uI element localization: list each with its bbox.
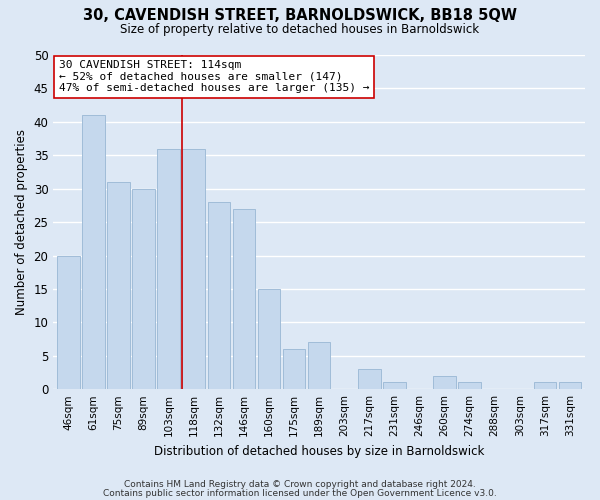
Text: Contains public sector information licensed under the Open Government Licence v3: Contains public sector information licen… (103, 488, 497, 498)
Bar (132, 188, 155, 389)
Bar (383, 382, 406, 389)
Bar (107, 182, 130, 389)
Text: Size of property relative to detached houses in Barnoldswick: Size of property relative to detached ho… (121, 22, 479, 36)
Bar (182, 148, 205, 389)
Bar (308, 342, 331, 389)
Bar (559, 382, 581, 389)
Bar (157, 148, 180, 389)
Bar (208, 202, 230, 389)
Text: Contains HM Land Registry data © Crown copyright and database right 2024.: Contains HM Land Registry data © Crown c… (124, 480, 476, 489)
Bar (533, 382, 556, 389)
Bar (358, 369, 380, 389)
Text: 30 CAVENDISH STREET: 114sqm
← 52% of detached houses are smaller (147)
47% of se: 30 CAVENDISH STREET: 114sqm ← 52% of det… (59, 60, 369, 93)
Bar (283, 349, 305, 389)
Bar (82, 115, 105, 389)
Text: 30, CAVENDISH STREET, BARNOLDSWICK, BB18 5QW: 30, CAVENDISH STREET, BARNOLDSWICK, BB18… (83, 8, 517, 22)
X-axis label: Distribution of detached houses by size in Barnoldswick: Distribution of detached houses by size … (154, 444, 484, 458)
Y-axis label: Number of detached properties: Number of detached properties (15, 129, 28, 315)
Bar (433, 376, 456, 389)
Bar (57, 256, 80, 389)
Bar (233, 208, 255, 389)
Bar (257, 289, 280, 389)
Bar (458, 382, 481, 389)
